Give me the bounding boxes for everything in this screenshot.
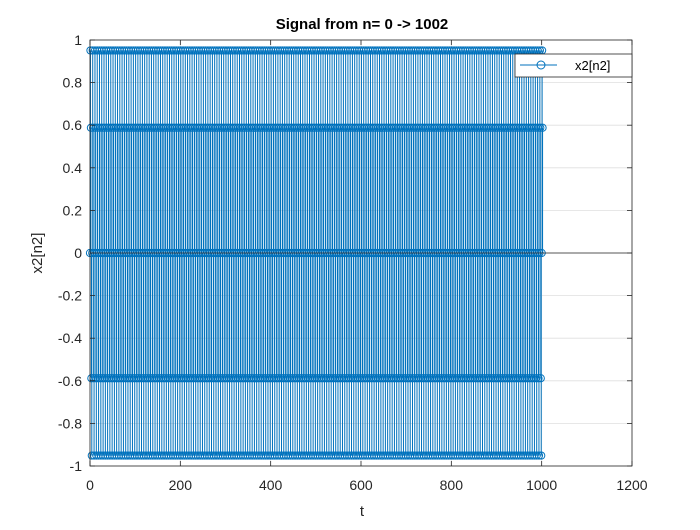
y-tick-label: 0.2 xyxy=(63,202,83,218)
stem-marker xyxy=(534,451,544,460)
y-axis-label: x2[n2] xyxy=(29,233,46,274)
y-tick-label: 1 xyxy=(74,32,82,48)
y-tick-label: -0.6 xyxy=(58,373,82,389)
y-tick-label: 0.6 xyxy=(63,117,83,133)
x-tick-label: 400 xyxy=(259,477,283,493)
legend-box xyxy=(514,53,633,78)
x-tick-label: 1200 xyxy=(616,477,647,493)
x-tick-label: 600 xyxy=(349,477,373,493)
legend[interactable]: x2[n2] xyxy=(514,53,633,78)
x-tick-label: 200 xyxy=(169,477,193,493)
chart-title: Signal from n= 0 -> 1002 xyxy=(276,16,449,33)
stem-marker xyxy=(538,123,547,132)
x-axis-label: t xyxy=(360,503,365,520)
x-tick-label: 0 xyxy=(86,477,94,493)
stem-marker xyxy=(532,451,541,460)
y-tick-label: -0.8 xyxy=(58,415,82,431)
y-axis-ticks: -1 -0.8 -0.6 -0.4 -0.2 0 0.2 0.4 0.6 0.8 1 xyxy=(58,32,632,474)
stem-series xyxy=(85,46,547,460)
y-tick-label: 0.4 xyxy=(63,160,83,176)
y-tick-label: -0.4 xyxy=(58,330,82,346)
legend-marker-sample xyxy=(536,60,546,70)
y-tick-label: 0 xyxy=(74,245,82,261)
stem-marker xyxy=(536,123,545,132)
x-tick-label: 1000 xyxy=(526,477,557,493)
stem-marker xyxy=(537,451,546,460)
y-tick-label: -1 xyxy=(70,458,83,474)
y-tick-label: 0.8 xyxy=(63,75,83,91)
x-axis-ticks: 0 200 400 600 800 1000 1200 xyxy=(86,40,648,493)
legend-entry-label: x2[n2] xyxy=(575,58,610,73)
x-tick-label: 800 xyxy=(440,477,464,493)
y-tick-label: -0.2 xyxy=(58,288,82,304)
